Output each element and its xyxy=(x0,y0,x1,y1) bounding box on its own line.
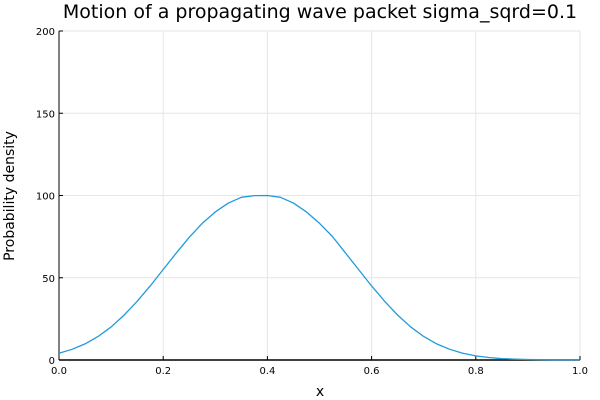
x-tick-label: 0.0 xyxy=(51,366,67,377)
y-tick-label: 100 xyxy=(36,192,55,203)
x-axis-label: x xyxy=(316,384,324,400)
y-tick-label: 150 xyxy=(36,109,55,120)
y-tick-label: 0 xyxy=(49,356,55,367)
y-tick-label: 200 xyxy=(36,27,55,38)
y-axis-label: Probability density xyxy=(2,131,18,261)
series-line xyxy=(58,194,581,361)
x-tick-label: 0.4 xyxy=(259,366,275,377)
x-tick-label: 0.2 xyxy=(155,366,171,377)
x-tick-label: 0.8 xyxy=(468,366,484,377)
y-tick-label: 50 xyxy=(42,274,55,285)
chart-title: Motion of a propagating wave packet sigm… xyxy=(63,1,577,23)
ticks: 0.0 0.2 0.4 0.6 0.8 1.0 0 50 100 150 200 xyxy=(36,27,588,377)
x-tick-label: 0.6 xyxy=(364,366,380,377)
x-tick-label: 1.0 xyxy=(572,366,588,377)
series xyxy=(58,194,581,361)
